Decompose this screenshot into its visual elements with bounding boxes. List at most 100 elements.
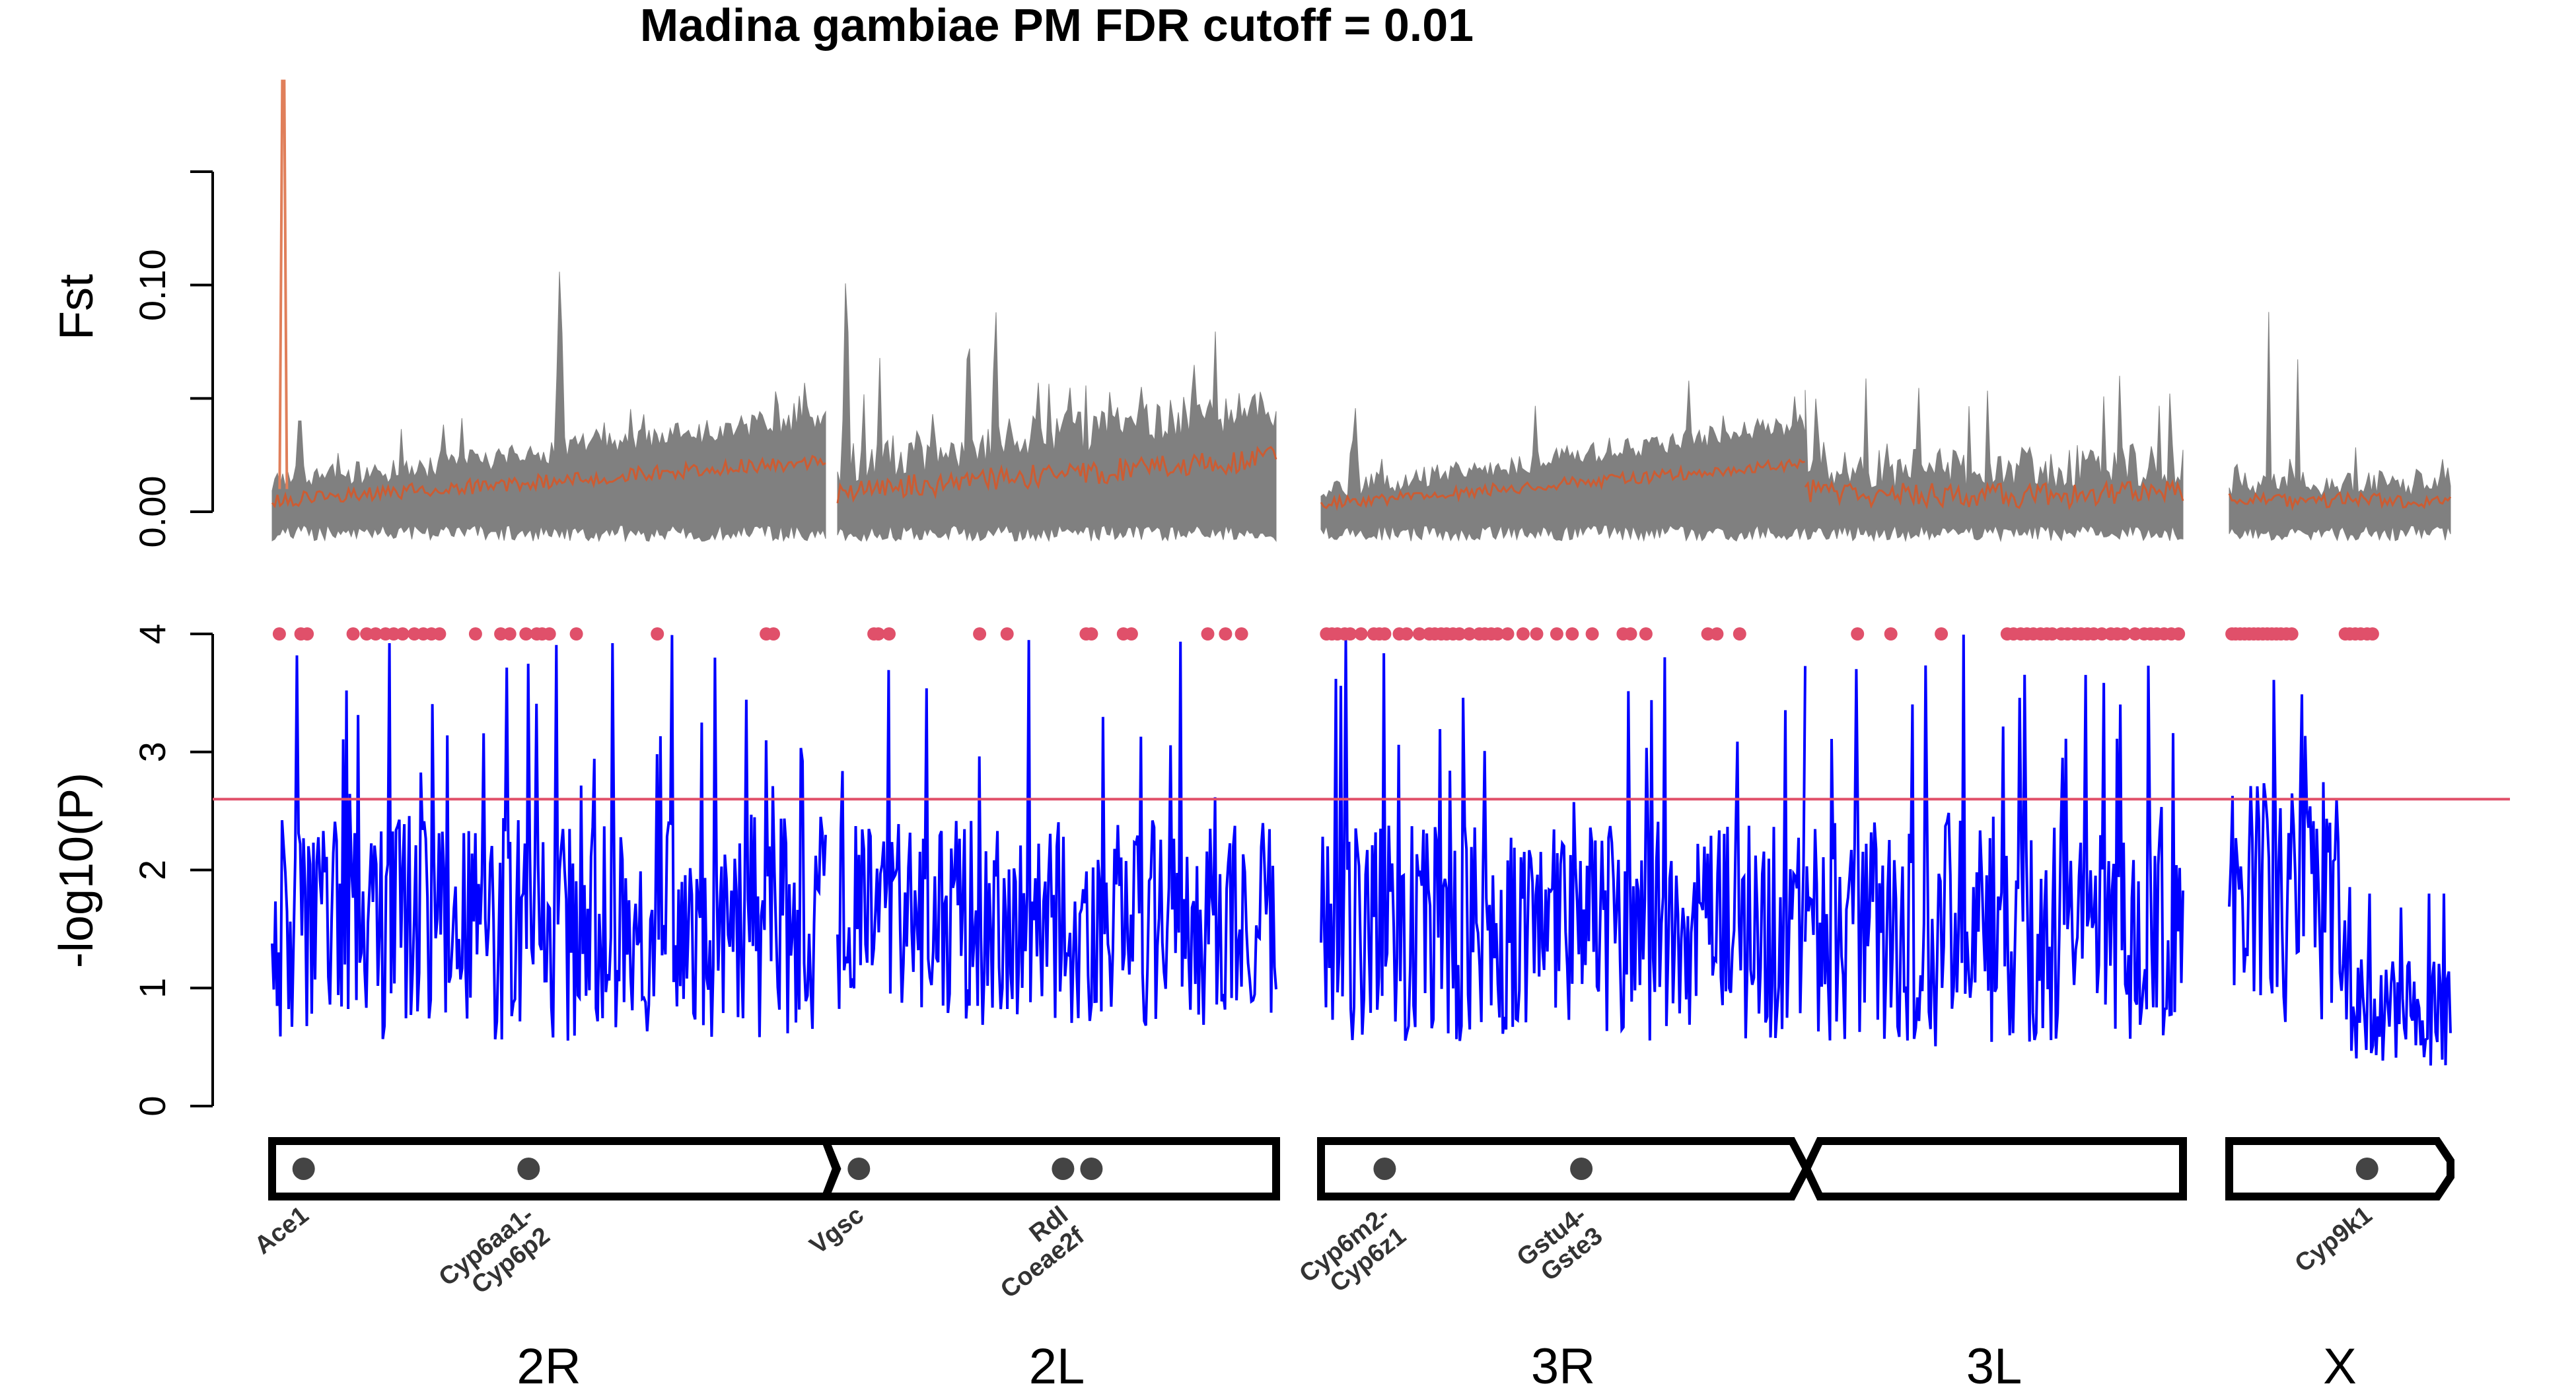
significant-point [433, 627, 447, 641]
chromosome-label-2R: 2R [517, 1338, 581, 1387]
significant-point [468, 627, 482, 641]
significant-point [1000, 627, 1014, 641]
gene-markers: Ace1 Cyp6aa1-Cyp6p2 Vgsc RdlCoeae2f Cyp6m2-C… [250, 1158, 2379, 1313]
significant-point [1501, 627, 1515, 641]
gene-label: Ace1 [250, 1201, 314, 1260]
gene-marker [2355, 1158, 2379, 1180]
significant-point [1935, 627, 1949, 641]
gene-label: Cyp6m2-Cyp6z1 [1295, 1201, 1412, 1309]
pvalue-y-tick-label: 3 [131, 742, 173, 762]
significant-point [1701, 627, 1715, 641]
significant-point [569, 627, 583, 641]
fst-mean-line-X [2228, 491, 2452, 511]
significant-point [346, 627, 360, 641]
significant-point [1400, 627, 1413, 641]
gene-marker [1373, 1158, 1396, 1180]
chromosome-3L [1802, 1137, 2187, 1200]
significant-point [1412, 627, 1426, 641]
significant-point [1234, 627, 1248, 641]
gene-label: Cyp9k1 [2290, 1201, 2377, 1278]
pvalue-line-3L [1804, 635, 2184, 1047]
significant-point [973, 627, 987, 641]
chromosome-ideogram: 2R 2L 3R 3L X [268, 1137, 2454, 1390]
significant-point [1585, 627, 1599, 641]
significant-point [1491, 627, 1505, 641]
significant-point [1516, 627, 1530, 641]
pvalue-panel [213, 627, 2510, 1066]
fst-mean-line-3L [1804, 479, 2184, 511]
significant-point [519, 627, 533, 641]
fst-envelope-3L [1805, 376, 2184, 543]
significant-point [1378, 627, 1392, 641]
significant-point [651, 627, 664, 641]
significant-point [1354, 627, 1368, 641]
gene-label: Cyp6aa1-Cyp6p2 [434, 1201, 555, 1313]
significant-point [2285, 627, 2299, 641]
gene-marker [847, 1158, 871, 1180]
chromosome-3R [1317, 1137, 1811, 1200]
fst-mean-line-3R [1320, 458, 1806, 511]
fst-envelope-3R [1320, 380, 1806, 542]
gene-label-line: Ace1 [250, 1201, 314, 1260]
axes: 0.00 0.10 0 1 2 3 4 [131, 170, 214, 1117]
significant-point [2172, 627, 2186, 641]
significant-point [1550, 627, 1563, 641]
significant-point [1884, 627, 1898, 641]
pvalue-line-X [2228, 679, 2452, 1066]
fst-mean-line-2L [836, 446, 1277, 504]
significant-point [2095, 627, 2109, 641]
fst-y-tick-label: 0.00 [131, 476, 173, 548]
gene-marker [1052, 1158, 1075, 1180]
significant-point [1733, 627, 1746, 641]
pvalue-axis-label: -log10(P) [50, 773, 103, 968]
significant-point [1624, 627, 1637, 641]
pvalue-y-tick-label: 4 [131, 623, 173, 644]
significant-point [396, 627, 410, 641]
chromosome-label-3R: 3R [1531, 1338, 1595, 1387]
significant-point [871, 627, 885, 641]
chromosome-label-2L: 2L [1029, 1338, 1085, 1387]
significant-point [1710, 627, 1724, 641]
fst-mean-line-2R [271, 454, 826, 508]
significant-point [1085, 627, 1098, 641]
significant-point [1343, 627, 1357, 641]
pvalue-line-2L [836, 640, 1277, 1026]
significant-point [1462, 627, 1476, 641]
fst-envelope-2L [837, 283, 1277, 542]
significant-point [1124, 627, 1138, 641]
significant-point [1639, 627, 1653, 641]
chromosome-label-X: X [2323, 1338, 2357, 1387]
significant-point [882, 627, 896, 641]
gene-marker [1080, 1158, 1103, 1180]
significant-point [1219, 627, 1233, 641]
fst-y-tick-label: 0.10 [131, 249, 173, 321]
significant-point [767, 627, 780, 641]
significant-points [272, 627, 2379, 641]
gene-label-line: Vgsc [805, 1201, 869, 1260]
gene-marker [1570, 1158, 1593, 1180]
fst-peak [278, 79, 289, 489]
significant-point [503, 627, 517, 641]
gene-label: Vgsc [805, 1201, 869, 1260]
significant-point [1565, 627, 1579, 641]
fst-panel [271, 79, 2452, 543]
fst-envelope-X [2229, 312, 2451, 541]
chromosome-X [2225, 1137, 2454, 1200]
gene-label-line: Cyp9k1 [2290, 1201, 2377, 1278]
significant-point [272, 627, 286, 641]
chromosome-2R [268, 1137, 841, 1200]
significant-point [2118, 627, 2131, 641]
significant-point [542, 627, 556, 641]
chromosome-label-3L: 3L [1966, 1338, 2022, 1387]
fst-axis-label: Fst [50, 274, 103, 340]
chart-title: Madina gambiae PM FDR cutoff = 0.01 [640, 0, 1474, 51]
significant-point [369, 627, 382, 641]
pvalue-line-3R [1320, 638, 1807, 1041]
pvalue-line-2R [271, 635, 827, 1041]
gene-marker [292, 1158, 315, 1180]
gene-marker [517, 1158, 540, 1180]
significant-point [1201, 627, 1215, 641]
gene-label: Gstu4-Gste3 [1512, 1201, 1608, 1293]
